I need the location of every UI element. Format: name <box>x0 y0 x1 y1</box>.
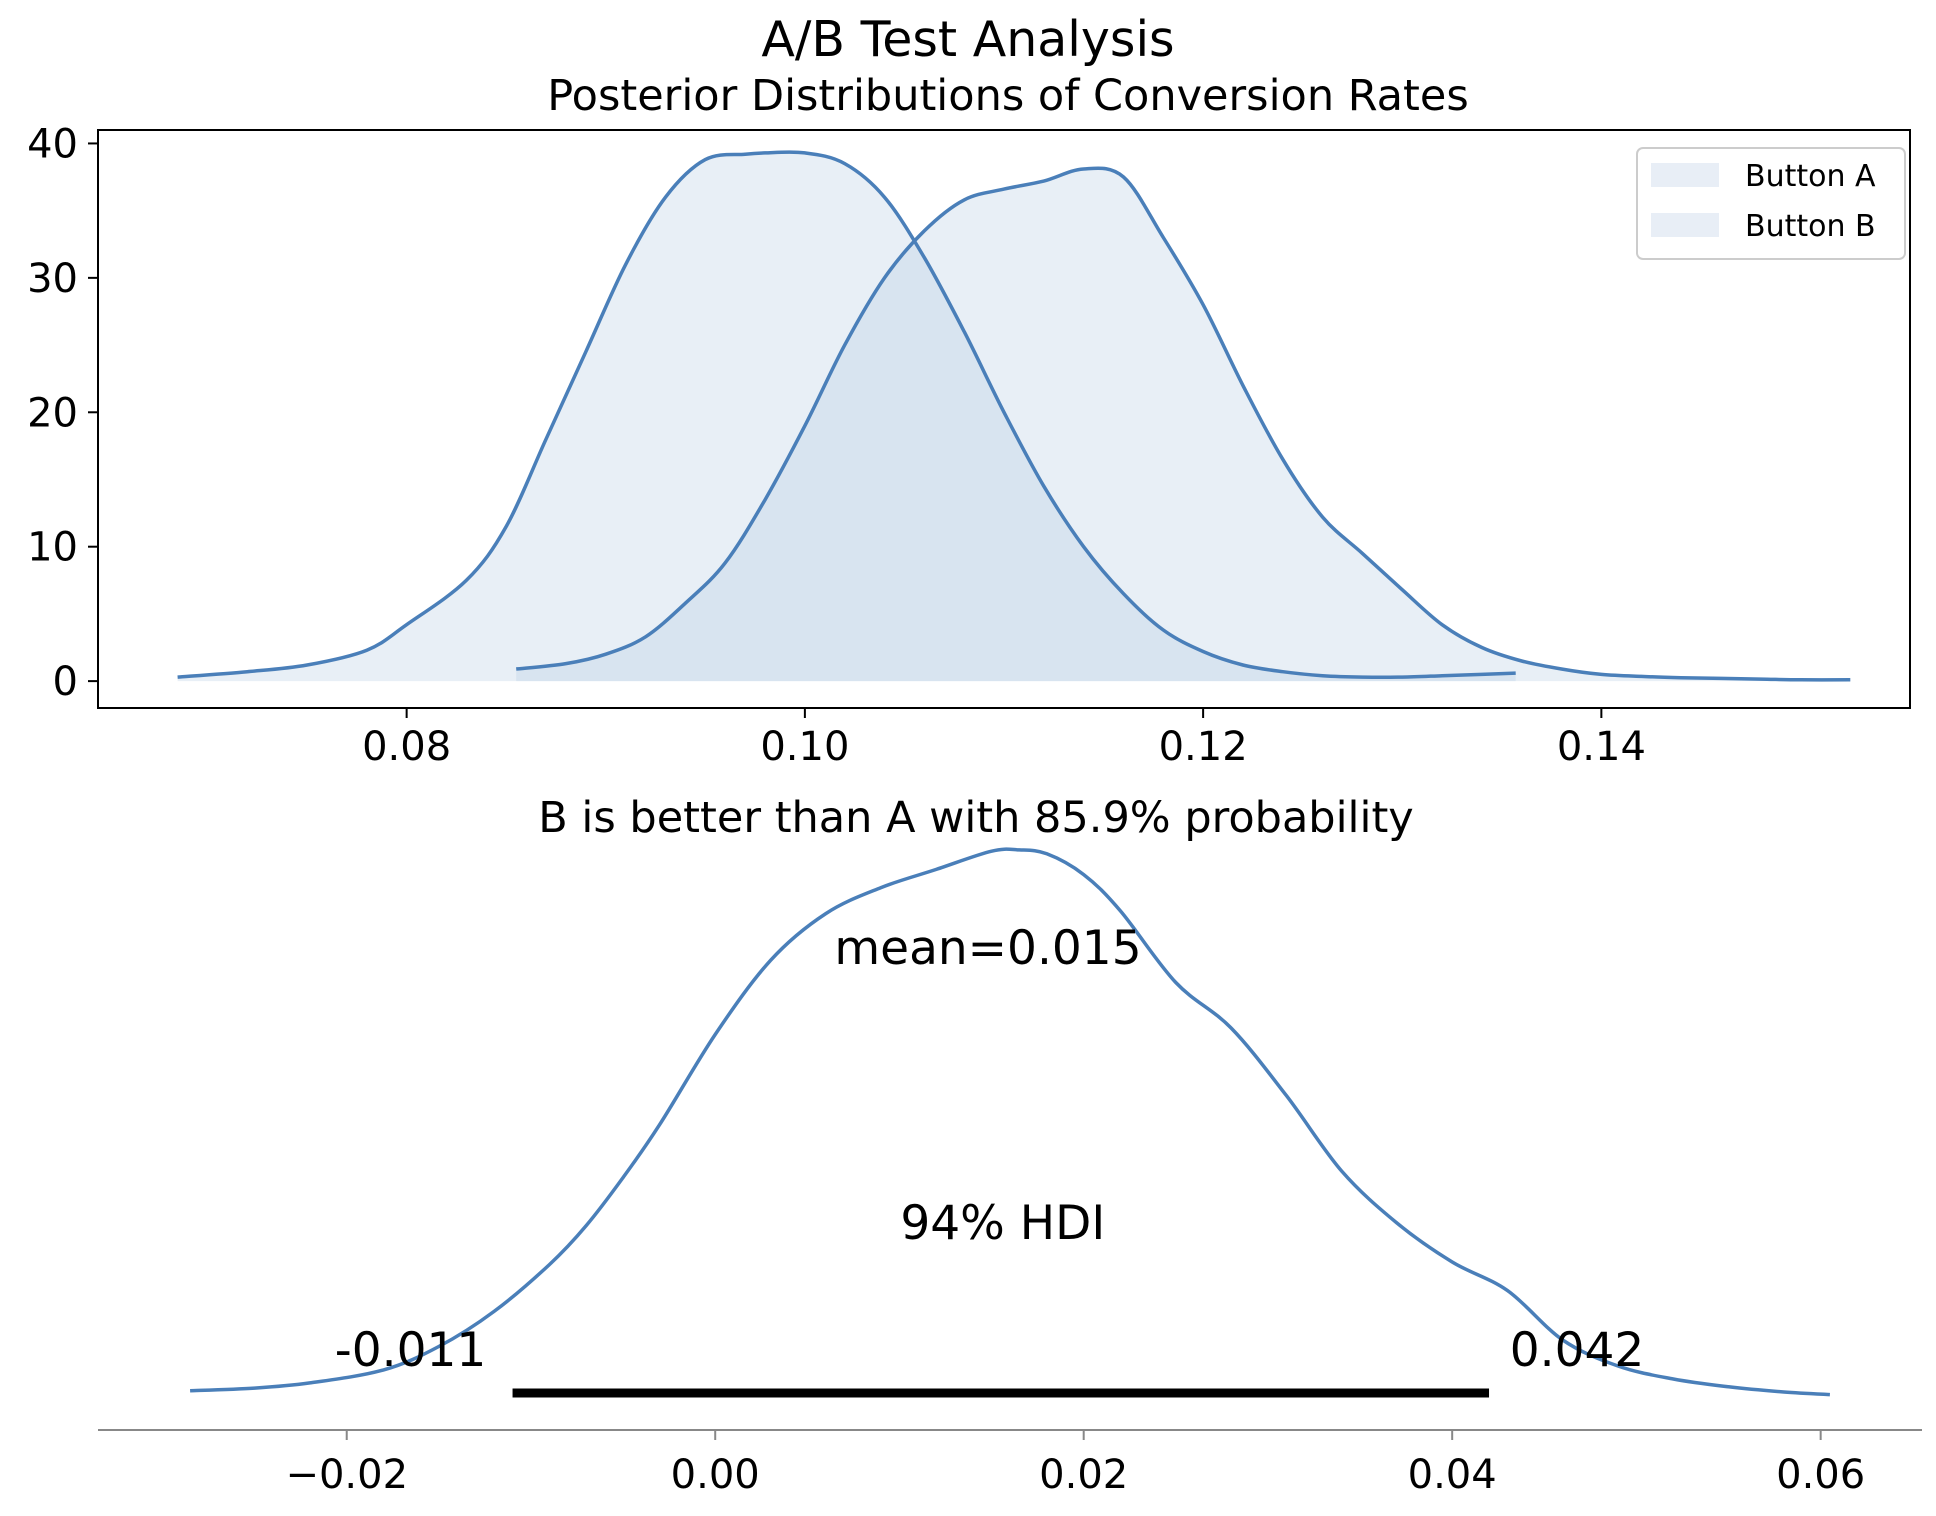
top-y-tick-label: 40 <box>27 121 78 167</box>
hdi-low-label: -0.011 <box>335 1323 487 1378</box>
hdi-high-label: 0.042 <box>1510 1323 1645 1378</box>
hdi-label: 94% HDI <box>900 1196 1105 1251</box>
legend-label-button-b: Button B <box>1745 209 1876 244</box>
top-y-tick-label: 0 <box>53 659 78 705</box>
bottom-x-axis: −0.02 0.00 0.02 0.04 0.06 <box>285 1430 1865 1498</box>
figure-title: A/B Test Analysis <box>761 11 1174 68</box>
top-x-axis: 0.08 0.10 0.12 0.14 <box>362 708 1646 770</box>
density-fill-button-b <box>516 168 1851 682</box>
top-axes-frame <box>97 129 1911 709</box>
top-y-tick-label: 30 <box>27 256 78 302</box>
bottom-density-line <box>190 847 1830 1397</box>
bottom-x-tick-label: 0.00 <box>671 1452 760 1498</box>
top-y-tick-label: 10 <box>27 525 78 571</box>
top-y-axis: 0 10 20 30 40 <box>27 121 98 705</box>
top-subplot-title: Posterior Distributions of Conversion Ra… <box>547 71 1469 121</box>
density-line-difference <box>190 847 1830 1397</box>
bottom-x-tick-label: 0.04 <box>1408 1452 1497 1498</box>
bottom-x-tick-label: 0.06 <box>1776 1452 1865 1498</box>
mean-label: mean=0.015 <box>834 921 1141 976</box>
density-line-button-b <box>516 166 1851 682</box>
top-x-tick-label: 0.08 <box>362 724 451 770</box>
bottom-subplot: B is better than A with 85.9% probabilit… <box>98 793 1922 1498</box>
top-x-tick-label: 0.10 <box>760 724 849 770</box>
top-x-tick-label: 0.12 <box>1159 724 1248 770</box>
bottom-subplot-title: B is better than A with 85.9% probabilit… <box>538 793 1414 843</box>
density-fill-button-a <box>177 152 1516 682</box>
legend: Button A Button B <box>1636 147 1906 260</box>
legend-swatch-button-a <box>1651 163 1719 187</box>
top-y-tick-label: 20 <box>27 390 78 436</box>
top-density-lines <box>177 150 1851 682</box>
density-line-button-a <box>177 150 1516 679</box>
legend-label-button-a: Button A <box>1745 159 1876 194</box>
top-x-tick-label: 0.14 <box>1557 724 1646 770</box>
bottom-x-tick-label: 0.02 <box>1039 1452 1128 1498</box>
legend-swatch-button-b <box>1651 213 1719 237</box>
top-subplot: Posterior Distributions of Conversion Ra… <box>27 71 1911 770</box>
top-density-fills <box>177 152 1851 682</box>
bottom-x-tick-label: −0.02 <box>285 1452 408 1498</box>
